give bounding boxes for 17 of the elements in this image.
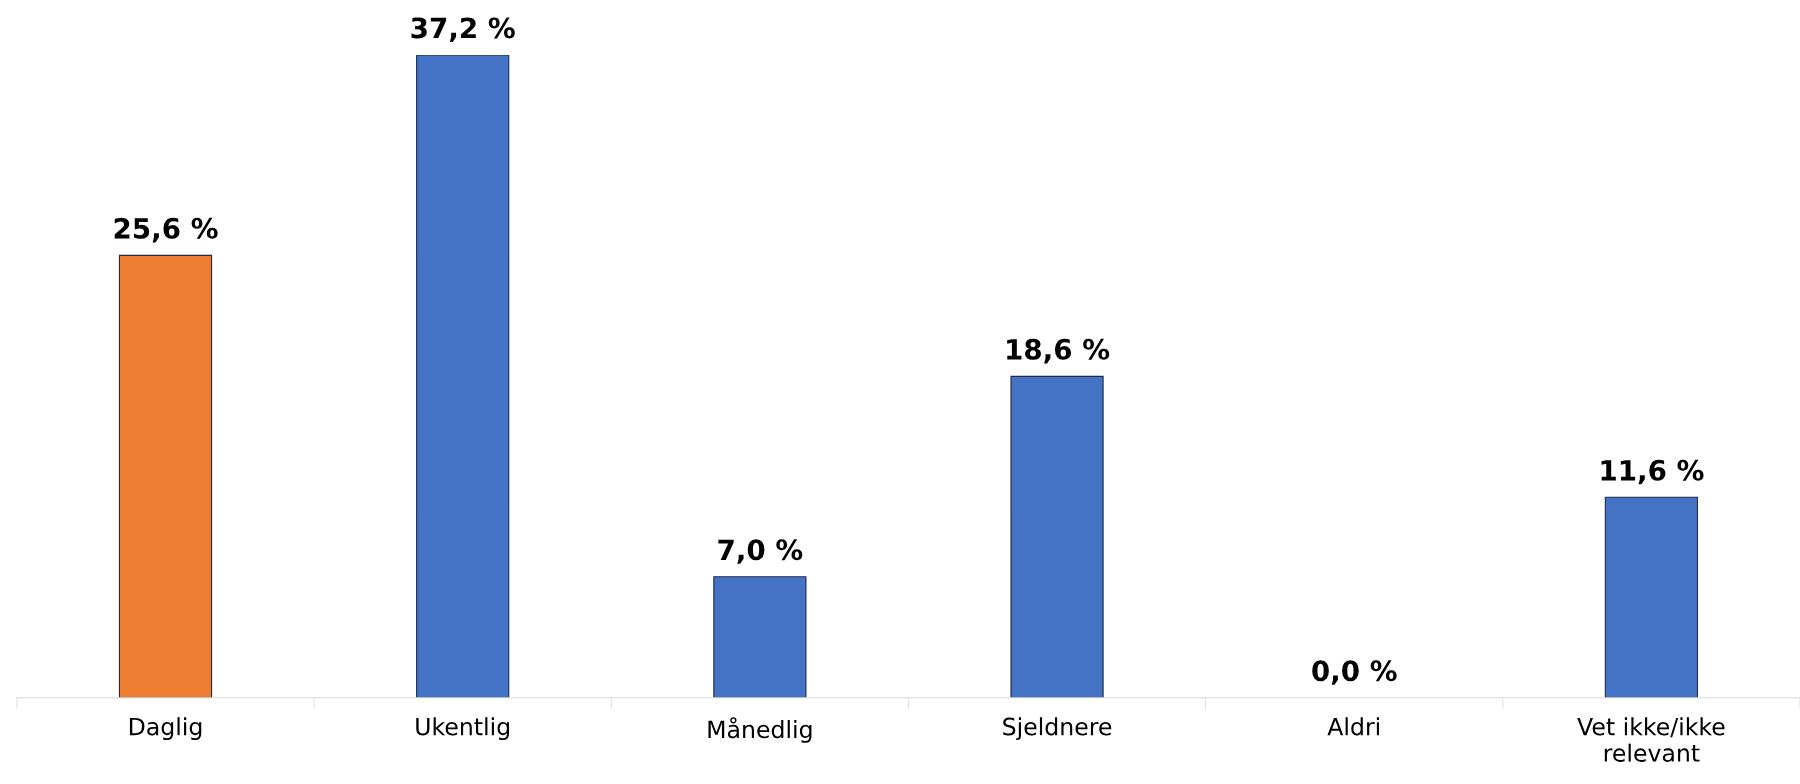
data-label: 37,2 % bbox=[411, 17, 515, 42]
x-tick-label: Månedlig bbox=[708, 717, 812, 743]
data-label: 0,0 % bbox=[1312, 660, 1397, 685]
x-tick-label: Daglig bbox=[129, 717, 202, 741]
data-label: 25,6 % bbox=[114, 217, 218, 243]
bar bbox=[416, 54, 510, 698]
x-tick-label: Aldri bbox=[1327, 717, 1379, 736]
bar bbox=[1010, 375, 1104, 698]
bar bbox=[713, 576, 807, 698]
x-tick-label: Ukentlig bbox=[416, 717, 510, 741]
data-label: 18,6 % bbox=[1007, 338, 1110, 364]
x-tick-label: Vet ikke/ikke relevant bbox=[1577, 717, 1725, 762]
bar bbox=[1604, 496, 1699, 698]
data-label: 11,6 % bbox=[1601, 459, 1704, 485]
x-tick-label: Sjeldnere bbox=[1003, 717, 1112, 741]
bar bbox=[118, 254, 213, 698]
data-label: 7,0 % bbox=[718, 539, 803, 564]
